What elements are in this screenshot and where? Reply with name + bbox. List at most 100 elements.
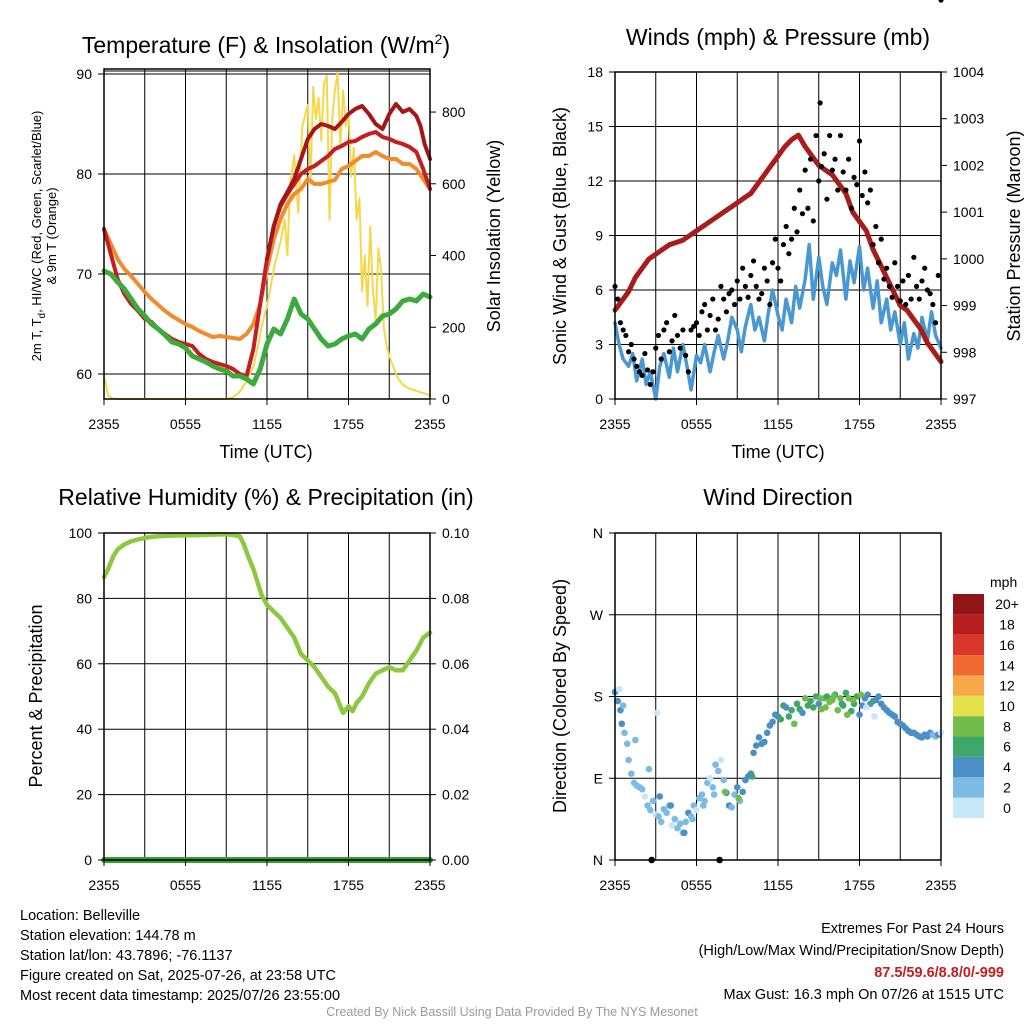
gust-point: [856, 138, 863, 144]
wind-direction-point: [823, 693, 831, 700]
y-tick-label-left: 18: [587, 64, 603, 80]
gust-point: [843, 187, 849, 193]
wind-direction-point: [625, 756, 632, 764]
wind-direction-point: [735, 794, 742, 802]
x-tick-label: 2355: [599, 877, 630, 893]
wind-direction-point: [862, 704, 870, 711]
wind-direction-point: [649, 797, 657, 805]
y-tick-label-right: 0.08: [442, 590, 469, 606]
wind-direction-point: [706, 774, 714, 782]
gust-point: [827, 132, 833, 139]
gust-point: [639, 372, 645, 378]
credit-text: Created By Nick Bassill Using Data Provi…: [326, 1005, 698, 1019]
y-tick-label-right: 0.00: [442, 852, 469, 868]
wind-direction-point: [668, 822, 676, 829]
legend-swatch: [953, 777, 984, 798]
gust-point: [905, 272, 912, 279]
wind-direction-point: [614, 697, 622, 705]
gust-point: [693, 320, 700, 326]
gust-point: [783, 223, 789, 230]
gust-point: [778, 278, 784, 284]
temperature-y-label-left-line2: & 9m T (Orange): [44, 187, 59, 284]
x-tick-label: 1155: [252, 877, 282, 893]
extremes-subtitle: (High/Low/Max Wind/Precipitation/Snow De…: [698, 943, 1004, 959]
wind-direction-point: [721, 788, 729, 796]
y-tick-label-left: 3: [595, 337, 603, 353]
winds-panel: Winds (mph) & Pressure (mb) 2355 0555 1155…: [550, 0, 1024, 462]
temperature-title: Temperature (F) & Insolation (W/m2): [82, 31, 450, 58]
wind-direction-point: [655, 813, 662, 820]
wind-direction-point: [717, 756, 725, 764]
y-tick-label-left: 0: [84, 852, 92, 868]
y-tick-label-left: 20: [76, 787, 92, 803]
gust-point: [683, 352, 689, 358]
gust-point: [835, 187, 841, 193]
location-text: Location: Belleville: [20, 908, 141, 924]
wind-direction-point: [842, 689, 850, 697]
winds-series: [612, 0, 944, 401]
legend-label: 18: [999, 617, 1015, 633]
temperature-x-label: Time (UTC): [219, 442, 312, 462]
gust-point: [813, 132, 819, 139]
y-tick-label-left: 60: [76, 656, 92, 672]
x-tick-label: 1755: [333, 877, 364, 893]
gust-point: [769, 260, 776, 266]
gust-point: [628, 341, 634, 348]
legend-label: 0: [1003, 800, 1011, 816]
legend-label: 10: [999, 698, 1015, 714]
wind-direction-point: [750, 749, 757, 757]
y-tick-label-left: 6: [595, 282, 603, 298]
gust-point: [870, 241, 876, 248]
wind-direction-point: [638, 785, 646, 793]
wind-direction-point: [871, 713, 878, 720]
gust-point: [922, 265, 928, 271]
y-tick-label-left: N: [593, 852, 603, 868]
wind-direction-point: [791, 720, 798, 728]
wind-direction-point: [645, 765, 653, 773]
gust-point: [712, 327, 719, 333]
legend-swatch: [953, 736, 984, 757]
gust-point: [737, 296, 743, 302]
legend-swatch: [953, 614, 984, 635]
gust-point: [797, 187, 803, 193]
gust-point: [615, 296, 621, 302]
gust-point: [927, 291, 933, 297]
gust-point: [802, 167, 808, 173]
gust-point: [645, 367, 651, 373]
gust-point: [903, 301, 909, 308]
y-tick-label-right: 1004: [953, 64, 984, 80]
station-info: Location: Belleville Station elevation: …: [20, 906, 340, 1006]
wind-direction-point: [801, 695, 809, 702]
gust-point: [620, 327, 626, 333]
gust-point: [685, 369, 691, 375]
legend-title: mph: [990, 574, 1017, 590]
gust-point: [911, 254, 917, 260]
wind-direction-point: [647, 806, 654, 814]
wind-direction-point: [788, 706, 795, 714]
recent-data-text: Most recent data timestamp: 2025/07/26 2…: [20, 988, 341, 1004]
gust-point: [930, 301, 936, 308]
wind-direction-point: [752, 742, 760, 749]
wind-direction-tick-labels: 2355 0555 1155 1755 2355 N E S W N: [590, 525, 957, 893]
wind-direction-point: [822, 704, 829, 711]
gust-point: [919, 278, 925, 284]
gust-point: [677, 345, 683, 351]
extremes-info: Extremes For Past 24 Hours (High/Low/Max…: [699, 918, 1004, 1006]
gust-point: [702, 301, 708, 308]
gust-point: [935, 272, 941, 279]
y-tick-label-right: 200: [442, 319, 466, 335]
gust-point: [786, 251, 792, 257]
relative-humidity-series-line: [101, 532, 433, 716]
y-tick-label-left: 70: [76, 266, 92, 282]
gust-point: [867, 187, 873, 193]
y-tick-label-right: 1000: [953, 251, 984, 267]
gust-point: [731, 301, 738, 308]
wind-direction-point: [615, 685, 623, 693]
gust-point: [862, 169, 868, 175]
x-tick-label: 1755: [844, 416, 875, 432]
y-tick-label-left: 12: [587, 173, 603, 189]
wind-direction-point: [857, 691, 865, 698]
wind-direction-point: [739, 788, 746, 796]
gust-point: [647, 381, 653, 388]
wind-direction-point: [815, 700, 823, 708]
